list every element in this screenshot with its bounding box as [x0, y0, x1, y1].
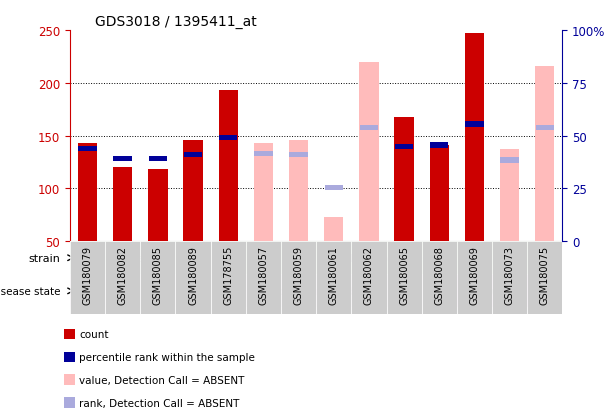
Text: failure: failure [474, 286, 510, 296]
Text: percentile rank within the sample: percentile rank within the sample [79, 352, 255, 362]
Bar [219, 136, 237, 141]
FancyBboxPatch shape [210, 242, 246, 314]
Text: GSM180061: GSM180061 [329, 245, 339, 304]
FancyBboxPatch shape [281, 242, 316, 314]
FancyBboxPatch shape [140, 242, 176, 314]
FancyBboxPatch shape [176, 242, 210, 314]
FancyBboxPatch shape [210, 275, 422, 308]
Bar [324, 217, 344, 242]
Text: strain: strain [28, 253, 60, 263]
FancyBboxPatch shape [105, 242, 140, 314]
Bar [500, 158, 519, 163]
Text: GSM178755: GSM178755 [223, 245, 233, 304]
Text: GSM180085: GSM180085 [153, 245, 163, 304]
Text: GSM180062: GSM180062 [364, 245, 374, 304]
Bar [184, 140, 202, 242]
FancyBboxPatch shape [351, 242, 387, 314]
FancyBboxPatch shape [387, 242, 422, 314]
Text: GDS3018 / 1395411_at: GDS3018 / 1395411_at [94, 14, 257, 28]
Text: GSM180079: GSM180079 [83, 245, 92, 304]
Bar [218, 91, 238, 242]
Bar [78, 144, 97, 242]
Text: GSM180089: GSM180089 [188, 245, 198, 304]
Bar [325, 185, 343, 190]
Text: GSM180057: GSM180057 [258, 245, 268, 304]
Text: compensated: compensated [278, 286, 354, 296]
Text: non-hypertensive: non-hypertensive [91, 253, 189, 263]
Bar [184, 153, 202, 158]
Text: count: count [79, 330, 109, 339]
FancyBboxPatch shape [246, 242, 281, 314]
Bar [114, 157, 132, 162]
Text: GSM180069: GSM180069 [469, 245, 480, 304]
Text: control: control [121, 286, 159, 296]
Text: GSM180073: GSM180073 [505, 245, 514, 304]
Bar [500, 150, 519, 242]
FancyBboxPatch shape [70, 275, 210, 308]
Text: GSM180082: GSM180082 [118, 245, 128, 304]
FancyBboxPatch shape [492, 242, 527, 314]
Bar [289, 140, 308, 242]
Bar [148, 170, 168, 242]
Bar [149, 157, 167, 162]
Text: GSM180065: GSM180065 [399, 245, 409, 304]
Text: GSM180059: GSM180059 [294, 245, 303, 304]
Text: GSM180075: GSM180075 [540, 245, 550, 304]
Text: disease state: disease state [0, 286, 60, 296]
Text: hypertensive: hypertensive [350, 253, 423, 263]
FancyBboxPatch shape [70, 242, 105, 314]
Bar [430, 146, 449, 242]
Bar [254, 152, 272, 157]
FancyBboxPatch shape [316, 242, 351, 314]
Bar [465, 122, 483, 127]
Text: rank, Detection Call = ABSENT: rank, Detection Call = ABSENT [79, 398, 240, 408]
Bar [430, 143, 449, 148]
FancyBboxPatch shape [527, 242, 562, 314]
Bar [536, 125, 554, 131]
FancyBboxPatch shape [422, 275, 562, 308]
Bar [254, 144, 273, 242]
FancyBboxPatch shape [70, 242, 210, 275]
Bar [289, 153, 308, 158]
FancyBboxPatch shape [210, 242, 562, 275]
Bar [395, 117, 414, 242]
Bar [465, 34, 484, 242]
FancyBboxPatch shape [457, 242, 492, 314]
Bar [113, 168, 133, 242]
Bar [360, 125, 378, 131]
FancyBboxPatch shape [422, 242, 457, 314]
Bar [78, 146, 97, 152]
Text: GSM180068: GSM180068 [434, 245, 444, 304]
Bar [395, 144, 413, 150]
Bar [535, 67, 554, 242]
Bar [359, 62, 379, 242]
Text: value, Detection Call = ABSENT: value, Detection Call = ABSENT [79, 375, 244, 385]
